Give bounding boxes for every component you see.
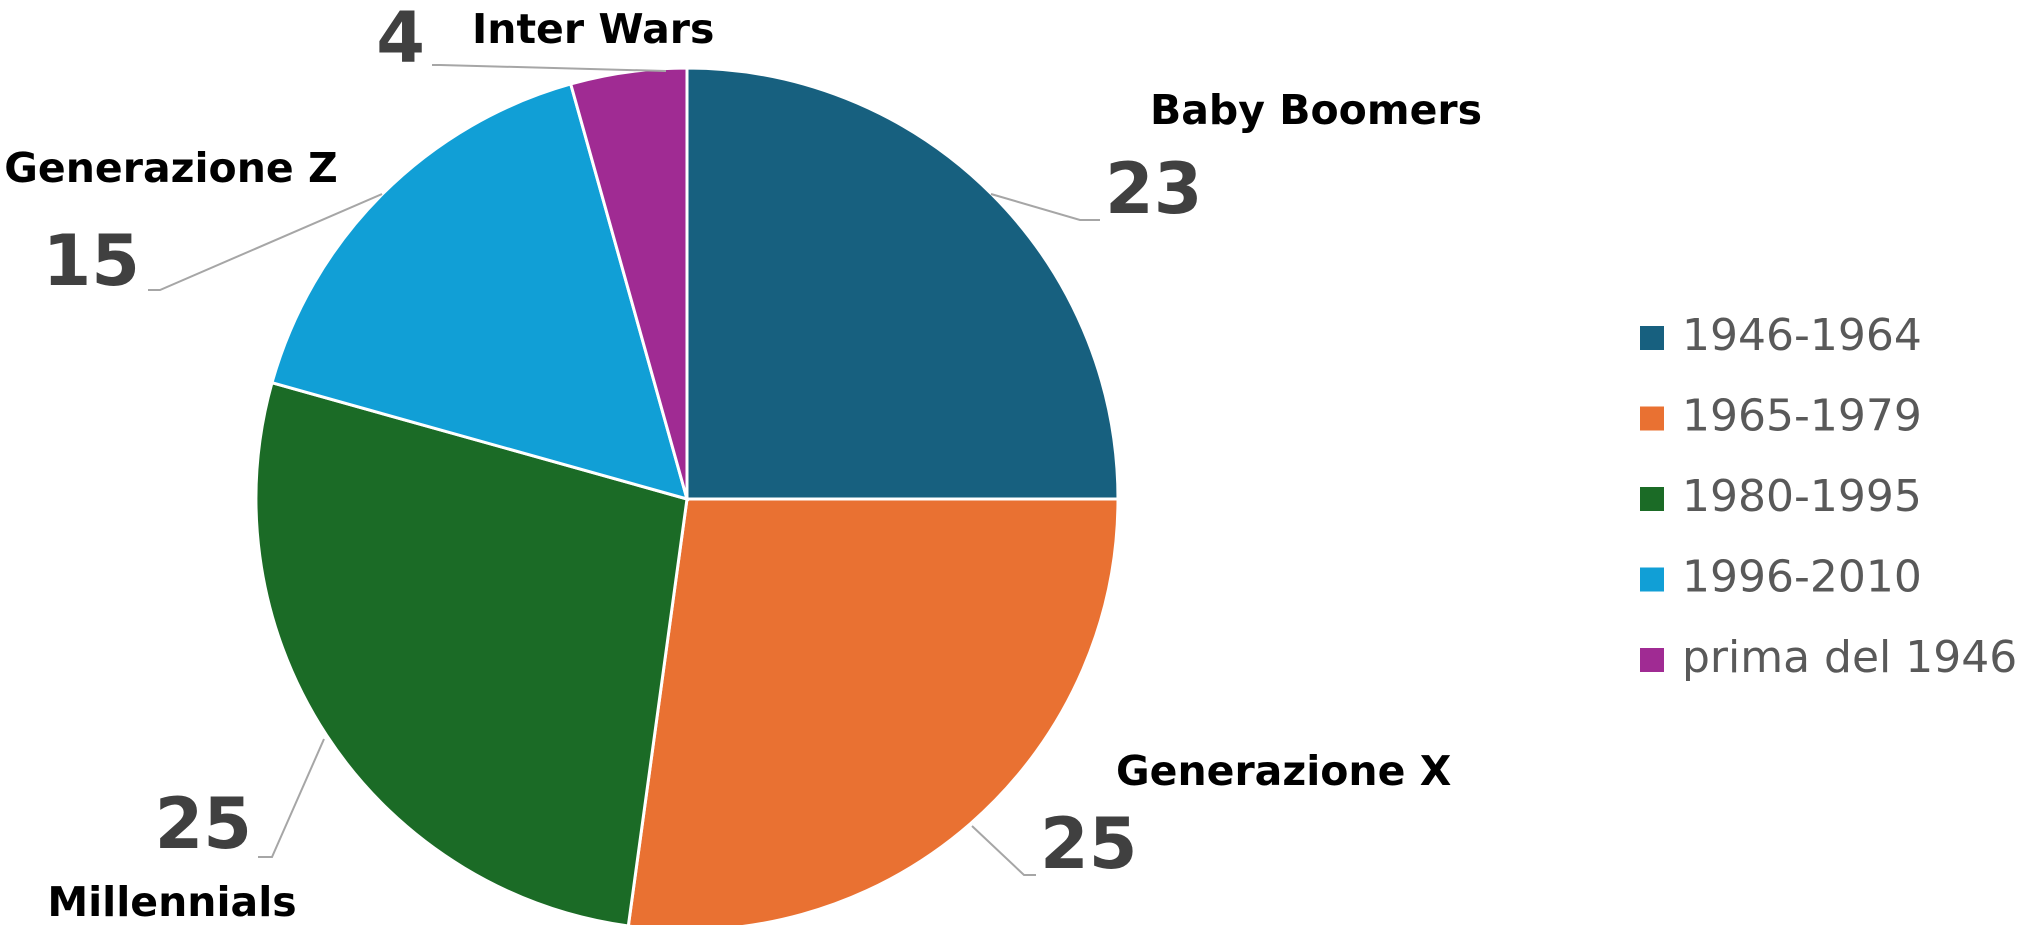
leader-line <box>990 193 1100 221</box>
slice-name: Generazione X <box>1116 747 1451 795</box>
leader-line <box>258 738 325 858</box>
slice-name: Inter Wars <box>472 5 714 53</box>
legend-label: 1965-1979 <box>1682 391 1922 442</box>
pie-slice <box>568 66 689 500</box>
pie-slice <box>685 66 1120 501</box>
legend-label: 1946-1964 <box>1682 310 1922 361</box>
data-label: 4 <box>376 0 425 79</box>
slice-name: Baby Boomers <box>1150 86 1482 134</box>
legend-swatch <box>1640 567 1664 592</box>
leader-line <box>971 825 1036 876</box>
data-label: 25 <box>1040 803 1137 885</box>
legend-swatch <box>1640 406 1664 431</box>
legend-label: 1980-1995 <box>1682 471 1922 522</box>
legend-swatch <box>1640 326 1664 350</box>
leader-line <box>432 64 667 72</box>
legend-label: 1996-2010 <box>1682 552 1922 603</box>
pie-slice <box>626 497 1120 925</box>
leader-line <box>148 193 383 291</box>
data-label: 23 <box>1105 148 1202 230</box>
legend-swatch <box>1640 487 1664 511</box>
data-label: 25 <box>155 783 252 865</box>
pie-slice <box>270 82 690 502</box>
pie-slice <box>254 380 689 925</box>
slice-name: Generazione Z <box>4 144 337 192</box>
slice-name: Millennials <box>47 878 296 925</box>
legend-swatch <box>1640 648 1664 672</box>
legend-label: prima del 1946 <box>1682 632 2017 683</box>
data-label: 15 <box>43 220 140 302</box>
